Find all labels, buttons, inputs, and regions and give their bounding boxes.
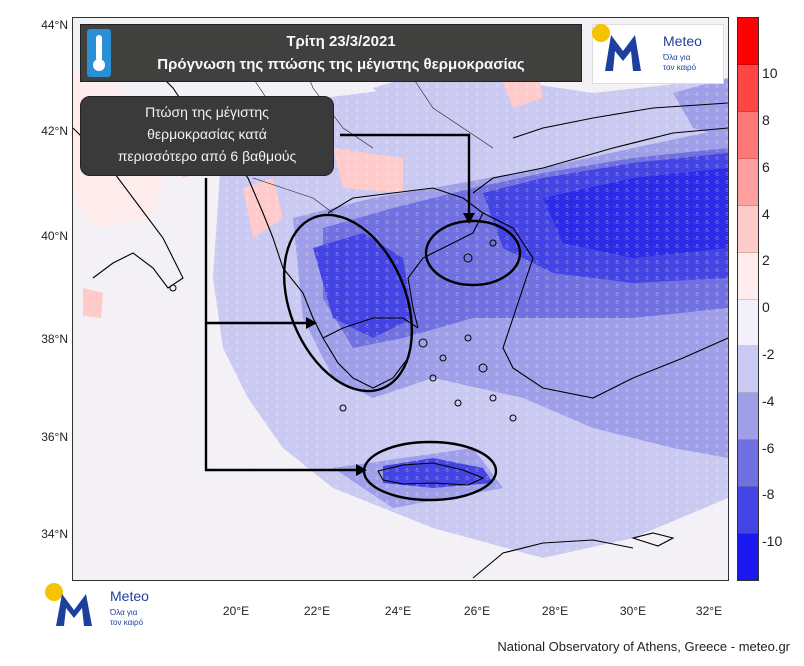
title-date: Τρίτη 23/3/2021 [286, 33, 396, 50]
colorbar-segment [738, 534, 758, 581]
colorbar [737, 17, 759, 581]
colorbar-segment [738, 64, 758, 112]
colorbar-segment [738, 252, 758, 300]
logo-tagline-1: Όλα για [663, 53, 691, 62]
colorbar-label: -8 [762, 486, 775, 502]
colorbar-segment [738, 111, 758, 159]
lat-label-34: 34°N [41, 527, 68, 541]
highlight-ellipse-north-aegean [424, 219, 522, 287]
title-banner: Τρίτη 23/3/2021 Πρόγνωση της πτώσης της … [80, 24, 582, 82]
lat-label-38: 38°N [41, 332, 68, 346]
colorbar-segment [738, 487, 758, 535]
lat-label-44: 44°N [41, 18, 68, 32]
colorbar-label: 6 [762, 159, 770, 175]
logo-tagline-1: Όλα για [110, 608, 138, 617]
lon-label-20: 20°E [222, 604, 250, 618]
title-subtitle: Πρόγνωση της πτώσης της μέγιστης θερμοκρ… [157, 56, 525, 73]
colorbar-segment [738, 346, 758, 394]
logo-tagline-2: τον καιρό [663, 63, 697, 72]
lon-label-22: 22°E [303, 604, 331, 618]
meteo-logo-icon [592, 24, 641, 71]
colorbar-label: -4 [762, 393, 775, 409]
colorbar-segment [738, 205, 758, 253]
lat-label-42: 42°N [41, 124, 68, 138]
colorbar-label: -10 [762, 533, 783, 549]
callout-line-1: Πτώση της μέγιστης [145, 104, 269, 120]
lon-label-26: 26°E [463, 604, 491, 618]
lon-label-30: 30°E [619, 604, 647, 618]
colorbar-label: 4 [762, 206, 770, 222]
colorbar-label: 10 [762, 65, 778, 81]
meteo-logo-top: Meteo Όλα για τον καιρό [592, 24, 724, 84]
colorbar-segment [738, 18, 758, 65]
colorbar-label: 2 [762, 252, 770, 268]
lon-label-28: 28°E [541, 604, 569, 618]
colorbar-label: -6 [762, 440, 775, 456]
callout-box: Πτώση της μέγιστης θερμοκρασίας κατά περ… [80, 96, 334, 176]
lon-label-24: 24°E [384, 604, 412, 618]
logo-name: Meteo [663, 33, 702, 49]
colorbar-label: -2 [762, 346, 775, 362]
logo-name: Meteo [110, 588, 149, 604]
colorbar-label: 0 [762, 299, 770, 315]
colorbar-segment [738, 393, 758, 441]
arrow-to-north-aegean [340, 133, 471, 213]
colorbar-segment [738, 158, 758, 206]
colorbar-segment [738, 440, 758, 488]
meteo-logo-bottom: Meteo Όλα για τον καιρό [40, 580, 190, 630]
colorbar-segment [738, 299, 758, 347]
arrow-to-crete [204, 323, 356, 472]
highlight-ellipse-mainland [282, 213, 414, 393]
lon-label-32: 32°E [695, 604, 723, 618]
colorbar-label: 8 [762, 112, 770, 128]
thermometer-icon [87, 29, 111, 77]
callout-line-3: περισσότερο από 6 βαθμούς [117, 148, 297, 164]
credit-text: National Observatory of Athens, Greece -… [497, 639, 790, 654]
lat-label-40: 40°N [41, 229, 68, 243]
lat-label-36: 36°N [41, 430, 68, 444]
callout-line-2: θερμοκρασίας κατά [147, 126, 267, 142]
meteo-logo-icon [45, 583, 92, 626]
logo-tagline-2: τον καιρό [110, 618, 144, 627]
